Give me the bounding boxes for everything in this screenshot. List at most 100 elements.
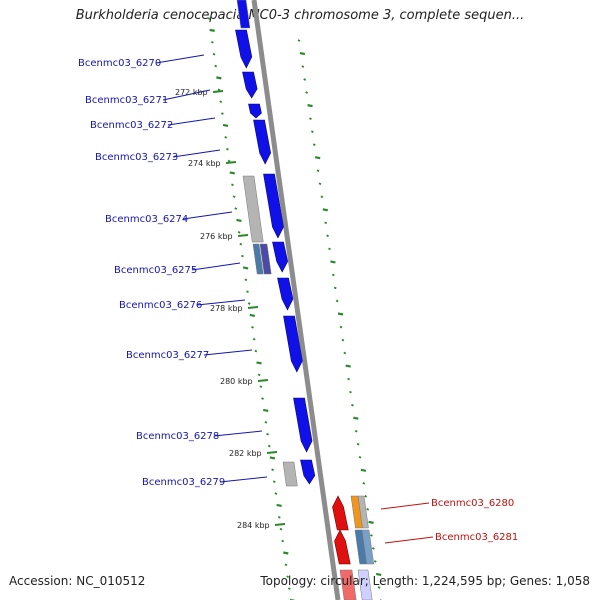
- gc-tick-right: [330, 260, 336, 264]
- gc-tick-left: [257, 373, 261, 377]
- gene-labels[interactable]: Bcenmc03_6270 Bcenmc03_6271 Bcenmc03_6272 B…: [78, 54, 518, 544]
- gc-tick-right: [350, 403, 354, 407]
- cds-feature: [242, 175, 264, 243]
- scale-tick-mark: [212, 90, 224, 93]
- gc-tick-right: [316, 169, 320, 173]
- gc-tick-left: [267, 444, 271, 448]
- gc-tick-left: [236, 218, 242, 222]
- gc-skew-left-track: [207, 17, 296, 600]
- reverse-gene-arrow[interactable]: [332, 495, 349, 531]
- gc-tick-right: [337, 312, 344, 316]
- gc-tick-right: [371, 547, 375, 550]
- gc-tick-right: [301, 65, 305, 68]
- gc-tick-right: [343, 351, 347, 355]
- scale-ticks: 272 kbp 274 kbp 276 kbp 278 kbp 280 kbp 282 k…: [175, 88, 286, 530]
- gc-tick-left: [247, 302, 251, 305]
- scale-tick-label: 284 kbp: [237, 521, 270, 530]
- gene-label-forward[interactable]: Bcenmc03_6278: [136, 431, 219, 442]
- gc-tick-left: [276, 503, 282, 508]
- gc-tick-left: [283, 551, 289, 555]
- feature-track: [235, 0, 375, 600]
- misc-feature: [361, 529, 375, 565]
- label-leader-line: [380, 502, 430, 510]
- cds-feature: [282, 461, 298, 487]
- gc-tick-right: [375, 572, 382, 577]
- gc-tick-right: [373, 560, 377, 563]
- gc-tick-left: [261, 397, 264, 400]
- gene-label-forward[interactable]: Bcenmc03_6277: [126, 350, 209, 361]
- gc-tick-left: [241, 254, 244, 258]
- forward-gene-arrow[interactable]: [242, 71, 258, 99]
- forward-gene-arrow[interactable]: [283, 315, 303, 373]
- gc-tick-right: [345, 364, 351, 368]
- gc-tick-right: [305, 91, 309, 94]
- gc-tick-right: [331, 273, 335, 277]
- gc-tick-left: [207, 17, 211, 20]
- gc-tick-left: [249, 313, 256, 318]
- map-title: Burkholderia cenocepacia MC0-3 chromosom…: [75, 8, 525, 23]
- gc-tick-left: [234, 207, 238, 210]
- gene-label-forward[interactable]: Bcenmc03_6272: [90, 120, 173, 131]
- gene-label-forward[interactable]: Bcenmc03_6270: [78, 58, 161, 69]
- gene-label-forward[interactable]: Bcenmc03_6275: [114, 265, 197, 276]
- gc-tick-right: [362, 481, 366, 485]
- gc-tick-left: [251, 326, 254, 329]
- scale-tick-mark: [257, 379, 269, 382]
- gc-tick-right: [303, 78, 307, 81]
- gc-tick-left: [244, 278, 248, 282]
- gc-tick-left: [239, 242, 243, 246]
- forward-gene-arrow[interactable]: [300, 459, 316, 485]
- gc-tick-left: [272, 480, 276, 484]
- gc-tick-right: [309, 117, 312, 120]
- gc-tick-left: [216, 76, 222, 80]
- gc-tick-left: [281, 539, 285, 543]
- gc-tick-right: [328, 247, 331, 251]
- gc-tick-left: [224, 135, 228, 139]
- gc-tick-left: [210, 40, 214, 44]
- gc-tick-right: [339, 325, 343, 329]
- gc-tick-right: [349, 390, 352, 394]
- forward-gene-arrow[interactable]: [263, 173, 284, 239]
- gene-label-forward[interactable]: Bcenmc03_6273: [95, 152, 178, 163]
- gc-tick-left: [274, 492, 278, 495]
- scale-tick-mark: [247, 306, 259, 309]
- reverse-gene-arrow[interactable]: [334, 529, 351, 565]
- label-leader-line: [191, 262, 241, 271]
- gc-tick-right: [366, 508, 370, 511]
- gc-tick-right: [353, 416, 359, 420]
- gene-label-reverse[interactable]: Bcenmc03_6280: [431, 498, 514, 509]
- forward-gene-arrow[interactable]: [253, 119, 271, 165]
- topology-text: Topology: circular; Length: 1,224,595 bp…: [260, 574, 590, 588]
- scale-tick-label: 282 kbp: [229, 449, 262, 458]
- gc-tick-left: [242, 266, 249, 270]
- forward-gene-arrow[interactable]: [272, 241, 289, 273]
- gene-label-forward[interactable]: Bcenmc03_6274: [105, 214, 188, 225]
- gc-tick-left: [229, 171, 235, 175]
- gene-label-forward[interactable]: Bcenmc03_6279: [142, 477, 225, 488]
- gc-tick-left: [246, 290, 249, 293]
- gc-tick-right: [347, 377, 350, 381]
- gene-label-reverse[interactable]: Bcenmc03_6281: [435, 532, 518, 543]
- forward-gene-arrow[interactable]: [248, 103, 262, 119]
- accession-text: Accession: NC_010512: [9, 574, 146, 588]
- gc-tick-left: [222, 123, 229, 127]
- gc-tick-right: [314, 156, 321, 160]
- gc-tick-right: [326, 234, 330, 238]
- misc-feature: [357, 495, 369, 529]
- gc-tick-left: [232, 195, 236, 198]
- forward-gene-arrow[interactable]: [277, 277, 294, 311]
- gc-tick-left: [277, 516, 281, 519]
- gc-tick-left: [264, 421, 268, 424]
- gene-label-forward[interactable]: Bcenmc03_6271: [85, 95, 168, 106]
- gc-tick-left: [219, 100, 223, 103]
- gc-tick-right: [324, 221, 328, 225]
- forward-gene-arrow[interactable]: [293, 397, 313, 453]
- gc-tick-right: [368, 520, 374, 524]
- forward-gene-arrow[interactable]: [235, 29, 253, 69]
- reverse-gene-fragment: [339, 569, 357, 600]
- gc-tick-right: [307, 104, 313, 108]
- gc-tick-left: [220, 112, 224, 115]
- gc-tick-left: [279, 527, 283, 531]
- gene-label-forward[interactable]: Bcenmc03_6276: [119, 300, 202, 311]
